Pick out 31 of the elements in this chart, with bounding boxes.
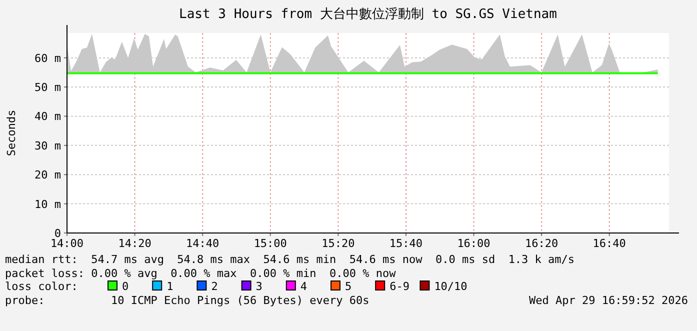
y-tick-label: 20 m: [34, 168, 62, 182]
legend-label: 1: [166, 280, 174, 293]
legend-label: 2: [211, 280, 218, 293]
x-tick-label: 16:00: [457, 237, 490, 250]
legend-label: 10/10: [434, 280, 468, 293]
x-tick-label: 15:20: [322, 237, 355, 250]
y-tick-label: 40 m: [34, 110, 62, 124]
y-tick-label: 30 m: [34, 139, 62, 152]
x-tick-label: 16:20: [524, 237, 558, 250]
legend-label: 3: [256, 280, 262, 293]
legend-label: 5: [345, 280, 352, 293]
text: probe: 10 ICMP Echo Pings (56 Bytes) every 60s: [5, 294, 370, 307]
y-tick-label: 60 m: [34, 52, 62, 65]
text: Wed Apr 29 16:59:52 2026: [529, 294, 688, 307]
y-axis-title: Seconds: [5, 110, 18, 156]
y-tick-label: 10 m: [34, 198, 62, 211]
x-tick-label: 15:40: [389, 237, 423, 250]
y-tick-label: 0: [54, 227, 61, 240]
x-tick-label: 14:20: [118, 237, 152, 250]
chart-title: Last 3 Hours from 大台中數位浮動制 to SG.GS Vietnam: [179, 7, 558, 22]
text: packet loss: 0.00 % avg 0.00 % max 0.00 % min 0.00 % now: [5, 267, 396, 280]
text: median rtt: 54.7 ms avg 54.8 ms max 54.6 ms min 54.6 ms now 0.0 ms sd 1.3 k am/s: [5, 253, 575, 266]
legend-title: loss color:: [5, 280, 78, 293]
legend-label: 4: [300, 280, 308, 293]
legend-label: 0: [122, 280, 129, 293]
x-tick-label: 16:40: [592, 237, 626, 250]
x-tick-label: 15:00: [254, 237, 287, 250]
x-tick-label: 14:00: [50, 237, 84, 250]
x-tick-label: 14:40: [186, 237, 220, 250]
y-tick-label: 50 m: [34, 81, 62, 94]
legend-label: 6-9: [390, 280, 410, 293]
